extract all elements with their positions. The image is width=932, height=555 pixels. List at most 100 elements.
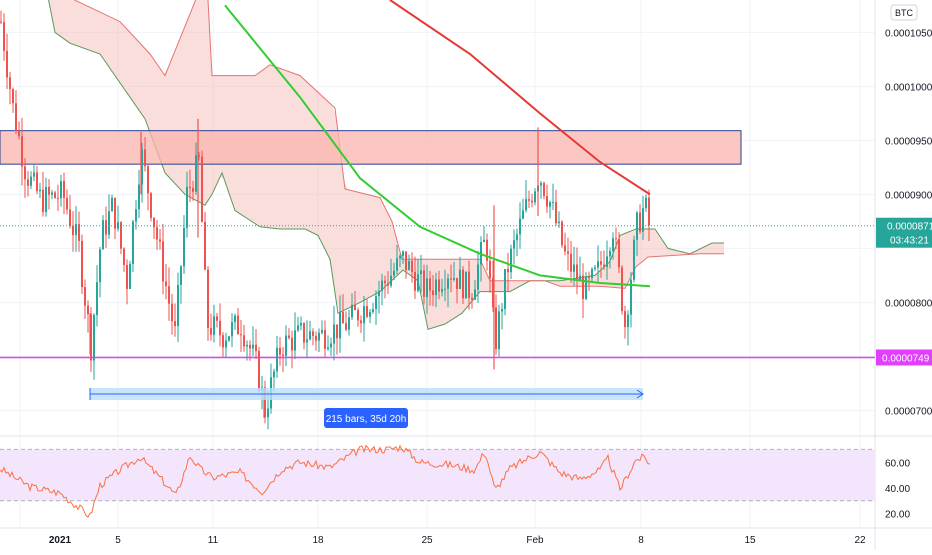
- candle-body: [432, 290, 434, 296]
- candle-body: [12, 89, 14, 104]
- support-badge: 0.0000749: [882, 353, 930, 364]
- candle-body: [399, 256, 401, 259]
- price-axis[interactable]: 0.0001050 0.0001000 0.0000950 0.0000900 0.00…: [885, 28, 932, 417]
- candle-body: [240, 334, 242, 336]
- candle-body: [0, 21, 2, 23]
- candle-body: [24, 166, 26, 180]
- candle-body: [423, 270, 425, 297]
- candle-body: [252, 344, 254, 349]
- candle-body: [15, 103, 17, 131]
- candle-body: [273, 371, 275, 378]
- candle-body: [495, 307, 497, 350]
- candle-body: [513, 240, 515, 249]
- candle-body: [438, 279, 440, 292]
- candle-body: [456, 278, 458, 289]
- candle-body: [174, 321, 176, 327]
- candle-body: [102, 220, 104, 250]
- candle-body: [465, 271, 467, 299]
- candle-body: [453, 278, 455, 280]
- candle-body: [33, 172, 35, 177]
- candle-body: [279, 347, 281, 355]
- candle-body: [441, 288, 443, 292]
- support-badge-bg: [876, 349, 932, 366]
- candle-body: [150, 193, 152, 218]
- candle-body: [303, 323, 305, 343]
- candle-body: [510, 248, 512, 273]
- candle-body: [444, 288, 446, 290]
- price-tick-label: 0.0001050: [885, 28, 932, 39]
- candle-body: [321, 329, 323, 333]
- candle-body: [78, 224, 80, 241]
- measurement-tool[interactable]: 215 bars, 35d 20h: [89, 388, 644, 428]
- rsi-axis[interactable]: 60.00 40.00 20.00: [885, 458, 910, 520]
- candle-body: [588, 276, 590, 278]
- measurement-label: 215 bars, 35d 20h: [326, 414, 407, 425]
- moving-average-red: [389, 0, 651, 196]
- candle-body: [642, 208, 644, 232]
- candle-body: [570, 253, 572, 272]
- candle-body: [363, 306, 365, 324]
- candle-body: [435, 279, 437, 296]
- candle-body: [198, 155, 200, 157]
- candle-body: [300, 323, 302, 326]
- candle-body: [504, 268, 506, 310]
- candle-body: [249, 344, 251, 349]
- candle-body: [600, 261, 602, 265]
- candle-body: [111, 197, 113, 212]
- candle-body: [189, 186, 191, 188]
- candle-body: [633, 239, 635, 280]
- candle-body: [552, 202, 554, 204]
- candle-body: [519, 218, 521, 235]
- candle-body: [165, 281, 167, 287]
- time-axis[interactable]: 2021 5 11 18 25 Feb 8 15 22: [49, 535, 866, 546]
- candle-body: [84, 287, 86, 306]
- candle-body: [6, 50, 8, 78]
- candle-body: [294, 330, 296, 351]
- candle-body: [30, 176, 32, 186]
- candle-body: [507, 268, 509, 273]
- candle-body: [573, 264, 575, 272]
- candle-body: [162, 241, 164, 282]
- candle-body: [474, 289, 476, 300]
- candle-body: [648, 197, 650, 226]
- candle-body: [231, 322, 233, 337]
- resistance-zone[interactable]: [0, 130, 742, 165]
- candle-body: [288, 335, 290, 338]
- candle-body: [579, 275, 581, 281]
- measurement-arrow: [636, 389, 644, 399]
- candle-body: [528, 199, 530, 201]
- candle-body: [213, 316, 215, 335]
- candle-body: [138, 184, 140, 210]
- candle-body: [201, 156, 203, 222]
- candle-body: [207, 269, 209, 329]
- candle-body: [267, 408, 269, 418]
- candle-body: [183, 227, 185, 267]
- rsi-line: [0, 444, 651, 518]
- candle-body: [345, 323, 347, 330]
- price-badges: BTC 0.0000871 03:43:21 0.0000749: [876, 4, 932, 366]
- candle-body: [60, 181, 62, 199]
- currency-badge: BTC: [895, 8, 914, 18]
- candle-body: [171, 303, 173, 322]
- candle-body: [429, 278, 431, 291]
- candle-body: [483, 239, 485, 243]
- candle-body: [255, 344, 257, 352]
- candle-body: [225, 340, 227, 348]
- candle-body: [543, 183, 545, 197]
- candle-body: [75, 224, 77, 236]
- price-tick-label: 0.0000700: [885, 406, 932, 417]
- candle-body: [306, 339, 308, 343]
- candle-body: [366, 306, 368, 317]
- candle-body: [357, 310, 359, 321]
- candle-body: [177, 284, 179, 327]
- candle-body: [360, 320, 362, 324]
- candle-body: [390, 275, 392, 286]
- candle-body: [264, 387, 266, 418]
- candle-body: [228, 336, 230, 341]
- candle-body: [591, 268, 593, 278]
- candle-body: [531, 200, 533, 203]
- rsi-band: [0, 449, 875, 501]
- candle-body: [576, 264, 578, 281]
- candle-body: [180, 266, 182, 285]
- candle-body: [186, 186, 188, 228]
